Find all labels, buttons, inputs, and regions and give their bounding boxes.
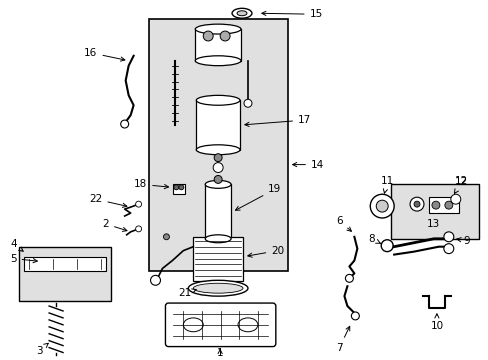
Bar (193, 237, 243, 281)
Bar (205, 184, 231, 239)
Bar (390, 184, 478, 239)
Text: 7: 7 (335, 326, 349, 352)
Circle shape (135, 201, 142, 207)
Bar (148, 19, 287, 271)
Circle shape (369, 194, 393, 218)
Text: 22: 22 (89, 194, 126, 207)
Text: 21: 21 (178, 288, 196, 298)
Text: 12: 12 (453, 177, 468, 193)
Circle shape (244, 99, 251, 107)
Text: 5: 5 (10, 253, 37, 264)
Ellipse shape (196, 145, 240, 155)
Text: 18: 18 (134, 179, 168, 189)
Text: 9: 9 (456, 236, 469, 246)
Circle shape (163, 234, 169, 240)
Circle shape (213, 163, 223, 172)
Text: 6: 6 (335, 216, 351, 231)
Text: 2: 2 (102, 219, 127, 231)
Bar (196, 100, 240, 150)
Text: 4: 4 (10, 239, 23, 251)
Circle shape (351, 312, 359, 320)
Ellipse shape (232, 8, 251, 18)
Text: 12: 12 (454, 176, 468, 186)
Bar (173, 184, 185, 194)
Text: 20: 20 (247, 246, 284, 257)
Circle shape (203, 31, 213, 41)
Text: 13: 13 (427, 219, 440, 229)
Circle shape (381, 240, 392, 252)
Circle shape (450, 194, 460, 204)
Text: 1: 1 (216, 347, 223, 357)
Ellipse shape (195, 24, 241, 34)
Text: 10: 10 (429, 314, 443, 331)
Bar (24, 257, 105, 271)
Ellipse shape (183, 318, 203, 332)
Circle shape (375, 200, 387, 212)
Ellipse shape (195, 56, 241, 66)
Text: 16: 16 (84, 48, 124, 61)
Text: 15: 15 (261, 9, 322, 19)
Text: 3: 3 (36, 343, 48, 356)
Text: 8: 8 (367, 234, 380, 244)
Ellipse shape (237, 11, 246, 16)
Ellipse shape (188, 280, 247, 296)
Bar (195, 29, 241, 61)
Ellipse shape (205, 235, 231, 243)
Circle shape (431, 201, 439, 209)
Circle shape (179, 185, 183, 190)
Ellipse shape (193, 283, 243, 293)
Circle shape (150, 275, 160, 285)
Circle shape (174, 185, 179, 190)
Circle shape (214, 175, 222, 183)
Circle shape (214, 154, 222, 162)
Bar (19, 247, 111, 301)
Circle shape (345, 274, 353, 282)
Bar (428, 197, 458, 213)
Circle shape (444, 201, 452, 209)
Ellipse shape (196, 95, 240, 105)
Circle shape (135, 226, 142, 232)
Text: 17: 17 (244, 115, 311, 126)
Circle shape (409, 197, 423, 211)
Ellipse shape (238, 318, 257, 332)
Text: 11: 11 (380, 176, 393, 193)
Text: 19: 19 (235, 184, 281, 210)
FancyBboxPatch shape (165, 303, 275, 347)
Circle shape (220, 31, 230, 41)
Ellipse shape (205, 180, 231, 188)
Circle shape (121, 120, 128, 128)
Circle shape (443, 244, 453, 253)
Circle shape (413, 201, 419, 207)
Text: 14: 14 (292, 159, 324, 170)
Circle shape (443, 232, 453, 242)
